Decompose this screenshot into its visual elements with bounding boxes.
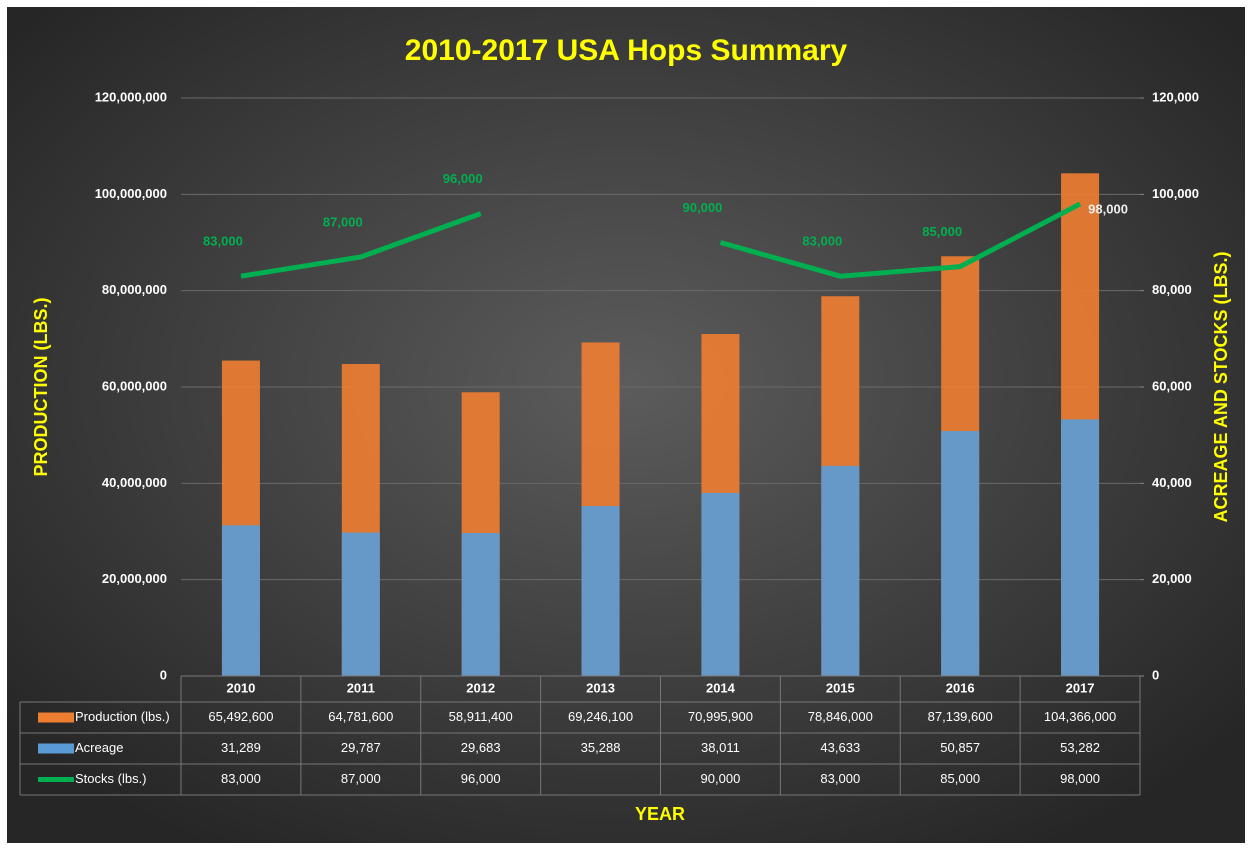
table-cell: 83,000 (221, 771, 261, 786)
bar (221, 525, 260, 676)
legend-label: Stocks (lbs.) (75, 771, 147, 786)
line (240, 201, 1082, 279)
x-axis-title: YEAR (635, 804, 685, 824)
table-cell: 90,000 (701, 771, 741, 786)
y-tick-label: 40,000,000 (102, 475, 167, 490)
y2-tick-label: 20,000 (1152, 571, 1192, 586)
legend-label: Production (lbs.) (75, 709, 170, 724)
bar (581, 506, 620, 676)
y-tick-label: 0 (160, 667, 167, 682)
data-label: 90,000 (683, 200, 723, 215)
legend-key (38, 712, 74, 723)
table-cell: 38,011 (701, 740, 740, 755)
y2-tick-label: 60,000 (1152, 378, 1192, 393)
y-tick-label: 120,000,000 (95, 89, 167, 104)
x-tick-label: 2011 (347, 680, 375, 695)
table-cell: 35,288 (581, 740, 621, 755)
data-label: 87,000 (323, 214, 363, 229)
table-cell: 58,911,400 (449, 709, 513, 724)
data-label: 96,000 (443, 171, 483, 186)
data-label: 85,000 (922, 224, 962, 239)
x-tick-label: 2015 (826, 680, 855, 695)
background (7, 7, 1245, 843)
table-cell: 69,246,100 (568, 709, 633, 724)
chart-title: 2010-2017 USA Hops Summary (405, 34, 848, 67)
x-tick-label: 2010 (226, 680, 255, 695)
bar (941, 431, 980, 676)
y-tick-label: 100,000,000 (95, 186, 167, 201)
x-tick-label: 2013 (586, 680, 615, 695)
y2-tick-label: 40,000 (1152, 475, 1192, 490)
y2-tick-label: 0 (1152, 667, 1159, 682)
table-cell: 29,787 (341, 740, 381, 755)
bar (341, 532, 380, 676)
table-cell: 96,000 (461, 771, 501, 786)
bar (821, 465, 860, 676)
y2-tick-label: 100,000 (1152, 186, 1199, 201)
x-tick-label: 2016 (946, 680, 975, 695)
data-label: 83,000 (203, 234, 243, 249)
y-axis-title: PRODUCTION (LBS.) (31, 298, 51, 477)
legend-key (38, 743, 74, 754)
y-tick-label: 20,000,000 (102, 571, 167, 586)
data-label: 83,000 (802, 234, 842, 249)
table-cell: 87,139,600 (928, 709, 993, 724)
legend-label: Acreage (75, 740, 123, 755)
y2-axis-title: ACREAGE AND STOCKS (LBS.) (1211, 251, 1231, 522)
table-cell: 43,633 (820, 740, 860, 755)
table-cell: 83,000 (820, 771, 860, 786)
table-cell: 31,289 (221, 740, 261, 755)
y-tick-label: 60,000,000 (102, 378, 167, 393)
x-tick-label: 2012 (466, 680, 495, 695)
table-cell: 78,846,000 (808, 709, 873, 724)
y-tick-label: 80,000,000 (102, 282, 167, 297)
y2-tick-label: 120,000 (1152, 89, 1199, 104)
table-cell: 85,000 (940, 771, 980, 786)
table-cell: 87,000 (341, 771, 381, 786)
table-cell: 29,683 (461, 740, 501, 755)
bar (701, 492, 740, 676)
data-label: 98,000 (1088, 201, 1128, 216)
table-cell: 104,366,000 (1044, 709, 1116, 724)
table-cell: 70,995,900 (688, 709, 753, 724)
bar (1061, 419, 1100, 676)
table-cell: 50,857 (940, 740, 980, 755)
table-cell: 64,781,600 (328, 709, 393, 724)
table-cell: 98,000 (1060, 771, 1100, 786)
y2-tick-label: 80,000 (1152, 282, 1192, 297)
table-cell: 65,492,600 (208, 709, 273, 724)
table-cell: 53,282 (1060, 740, 1100, 755)
x-tick-label: 2014 (706, 680, 736, 695)
bar (461, 533, 500, 676)
x-tick-label: 2017 (1066, 680, 1095, 695)
